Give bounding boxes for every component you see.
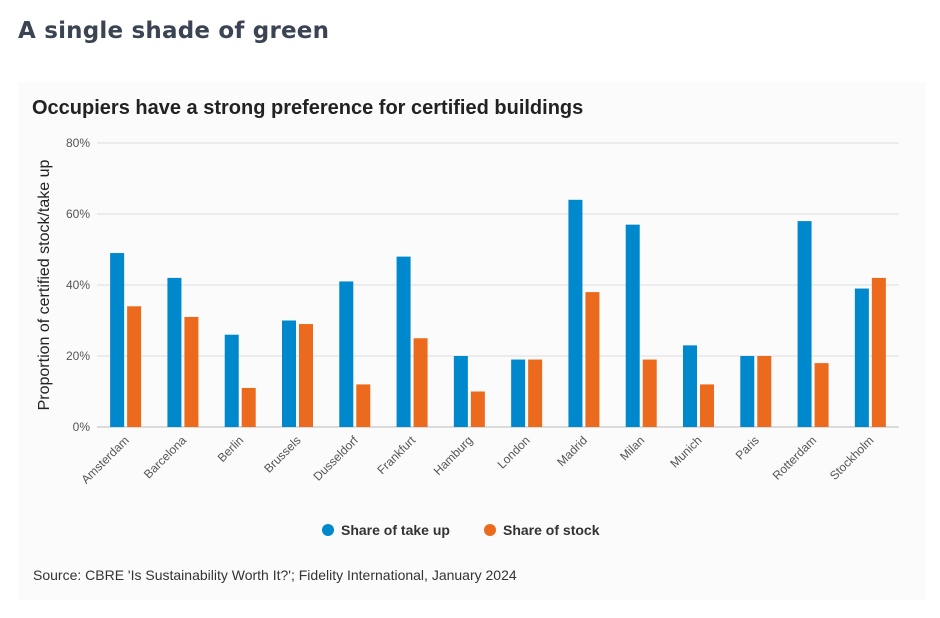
chart-title: Occupiers have a strong preference for c… (32, 97, 584, 119)
bar-stock (871, 277, 886, 427)
legend-marker (322, 524, 334, 536)
bar-take-up (740, 356, 755, 427)
x-tick-label: Brussels (261, 433, 303, 475)
bar-take-up (224, 334, 239, 427)
x-tick-label: Milan (617, 433, 647, 463)
x-tick-label: Hamburg (431, 433, 476, 478)
bar-take-up (683, 345, 697, 427)
bar-take-up (797, 221, 812, 427)
x-tick-label: Madrid (554, 433, 590, 469)
y-tick-label: 40% (66, 278, 90, 292)
bar-take-up (511, 359, 526, 427)
x-tick-label: Paris (733, 433, 762, 462)
bar-take-up (110, 253, 125, 427)
bar-stock (356, 384, 371, 427)
x-tick-label: Stockholm (827, 433, 877, 483)
bar-stock (241, 387, 256, 427)
bar-stock (528, 359, 543, 427)
x-tick-label: Munich (667, 433, 704, 470)
bar-take-up (453, 356, 468, 427)
bar-take-up (568, 199, 583, 427)
y-tick-label: 80% (66, 136, 90, 150)
bar-take-up (282, 320, 296, 427)
x-tick-label: Dusseldorf (310, 433, 361, 484)
bar-stock (413, 338, 428, 427)
bar-stock (184, 316, 199, 427)
bar-stock (470, 391, 485, 427)
x-tick-label: London (495, 433, 533, 471)
x-tick-label: Rotterdam (770, 433, 820, 483)
page-heading: A single shade of green (18, 18, 330, 44)
y-tick-label: 20% (66, 349, 90, 363)
bar-take-up (625, 224, 640, 427)
x-tick-label: Barcelona (141, 433, 189, 481)
bar-stock (757, 356, 772, 427)
bar-stock (127, 306, 142, 427)
x-tick-label: Berlin (215, 433, 247, 465)
bar-stock (814, 363, 829, 427)
x-tick-label: Frankfurt (374, 433, 418, 477)
legend-label: Share of stock (503, 522, 600, 538)
bar-take-up (396, 256, 411, 427)
bar-take-up (339, 281, 354, 427)
y-tick-label: 60% (66, 207, 90, 221)
bar-stock (299, 324, 313, 427)
legend-marker (484, 524, 496, 536)
y-axis-label: Proportion of certified stock/take up (36, 160, 53, 411)
bar-stock (585, 292, 600, 427)
bar-take-up (854, 288, 869, 427)
bar-stock (700, 384, 714, 427)
legend-label: Share of take up (341, 522, 450, 538)
x-tick-label: Amsterdam (78, 433, 131, 486)
source-note: Source: CBRE 'Is Sustainability Worth It… (33, 567, 517, 583)
bar-stock (642, 359, 657, 427)
y-tick-label: 0% (73, 420, 91, 434)
bar-take-up (167, 277, 182, 427)
